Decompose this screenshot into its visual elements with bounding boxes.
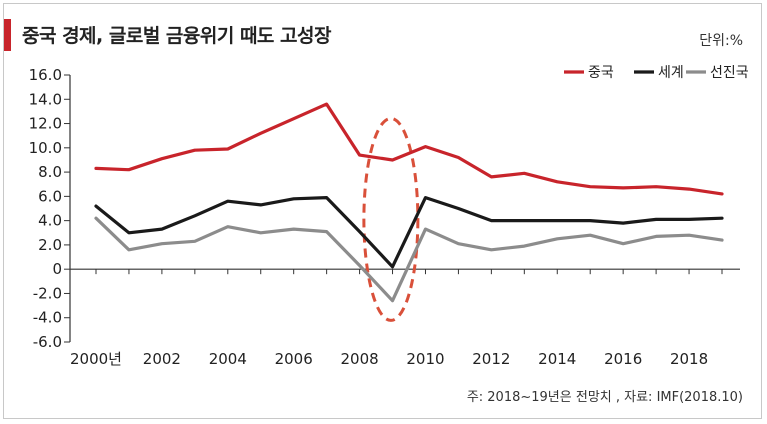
y-tick-label: 14.0 (29, 90, 62, 108)
y-tick-label: 0 (52, 260, 62, 278)
y-tick-label: -4.0 (33, 309, 62, 327)
series-line-중국 (94, 102, 724, 196)
y-tick-label: 4.0 (38, 212, 62, 230)
crisis-ellipse (362, 116, 420, 322)
y-tick-label: -6.0 (33, 333, 62, 351)
crisis-highlight (362, 116, 420, 322)
x-tick-label: 2002 (143, 350, 181, 368)
legend-label: 중국 (588, 65, 614, 81)
x-tick-label: 2008 (340, 350, 378, 368)
series-line-세계 (94, 196, 724, 269)
x-tick-label: 2014 (538, 350, 576, 368)
y-tick-label: 6.0 (38, 187, 62, 205)
y-tick-label: 2.0 (38, 236, 62, 254)
title-accent-bar (4, 19, 11, 51)
x-tick-label: 2000년 (70, 350, 122, 368)
source-note: 주: 2018~19년은 전망치 , 자료: IMF(2018.10) (466, 390, 743, 405)
y-tick-label: 12.0 (29, 115, 62, 133)
legend-label: 선진국 (710, 65, 749, 81)
x-tick-label: 2004 (209, 350, 247, 368)
x-tick-label: 2018 (670, 350, 708, 368)
axes: 16.0 14.0 12.0 10.0 8.0 6.0 4.0 2.0 0 -2.0 -4.0 -6.… (29, 66, 740, 368)
x-tick-label: 2012 (472, 350, 510, 368)
series-lines (94, 102, 724, 303)
y-tick-label: 16.0 (29, 66, 62, 84)
chart-title: 중국 경제, 글로벌 금융위기 때도 고성장 (22, 25, 331, 47)
y-tick-label: 10.0 (29, 139, 62, 157)
legend: 중국 세계 선진국 (564, 65, 749, 81)
y-tick-label: -2.0 (33, 284, 62, 302)
x-tick-label: 2010 (406, 350, 444, 368)
y-tick-label: 8.0 (38, 163, 62, 181)
unit-label: 단위:% (699, 33, 743, 49)
legend-label: 세계 (658, 65, 684, 81)
series-line-선진국 (94, 216, 724, 303)
x-tick-label: 2006 (275, 350, 313, 368)
x-tick-label: 2016 (604, 350, 642, 368)
